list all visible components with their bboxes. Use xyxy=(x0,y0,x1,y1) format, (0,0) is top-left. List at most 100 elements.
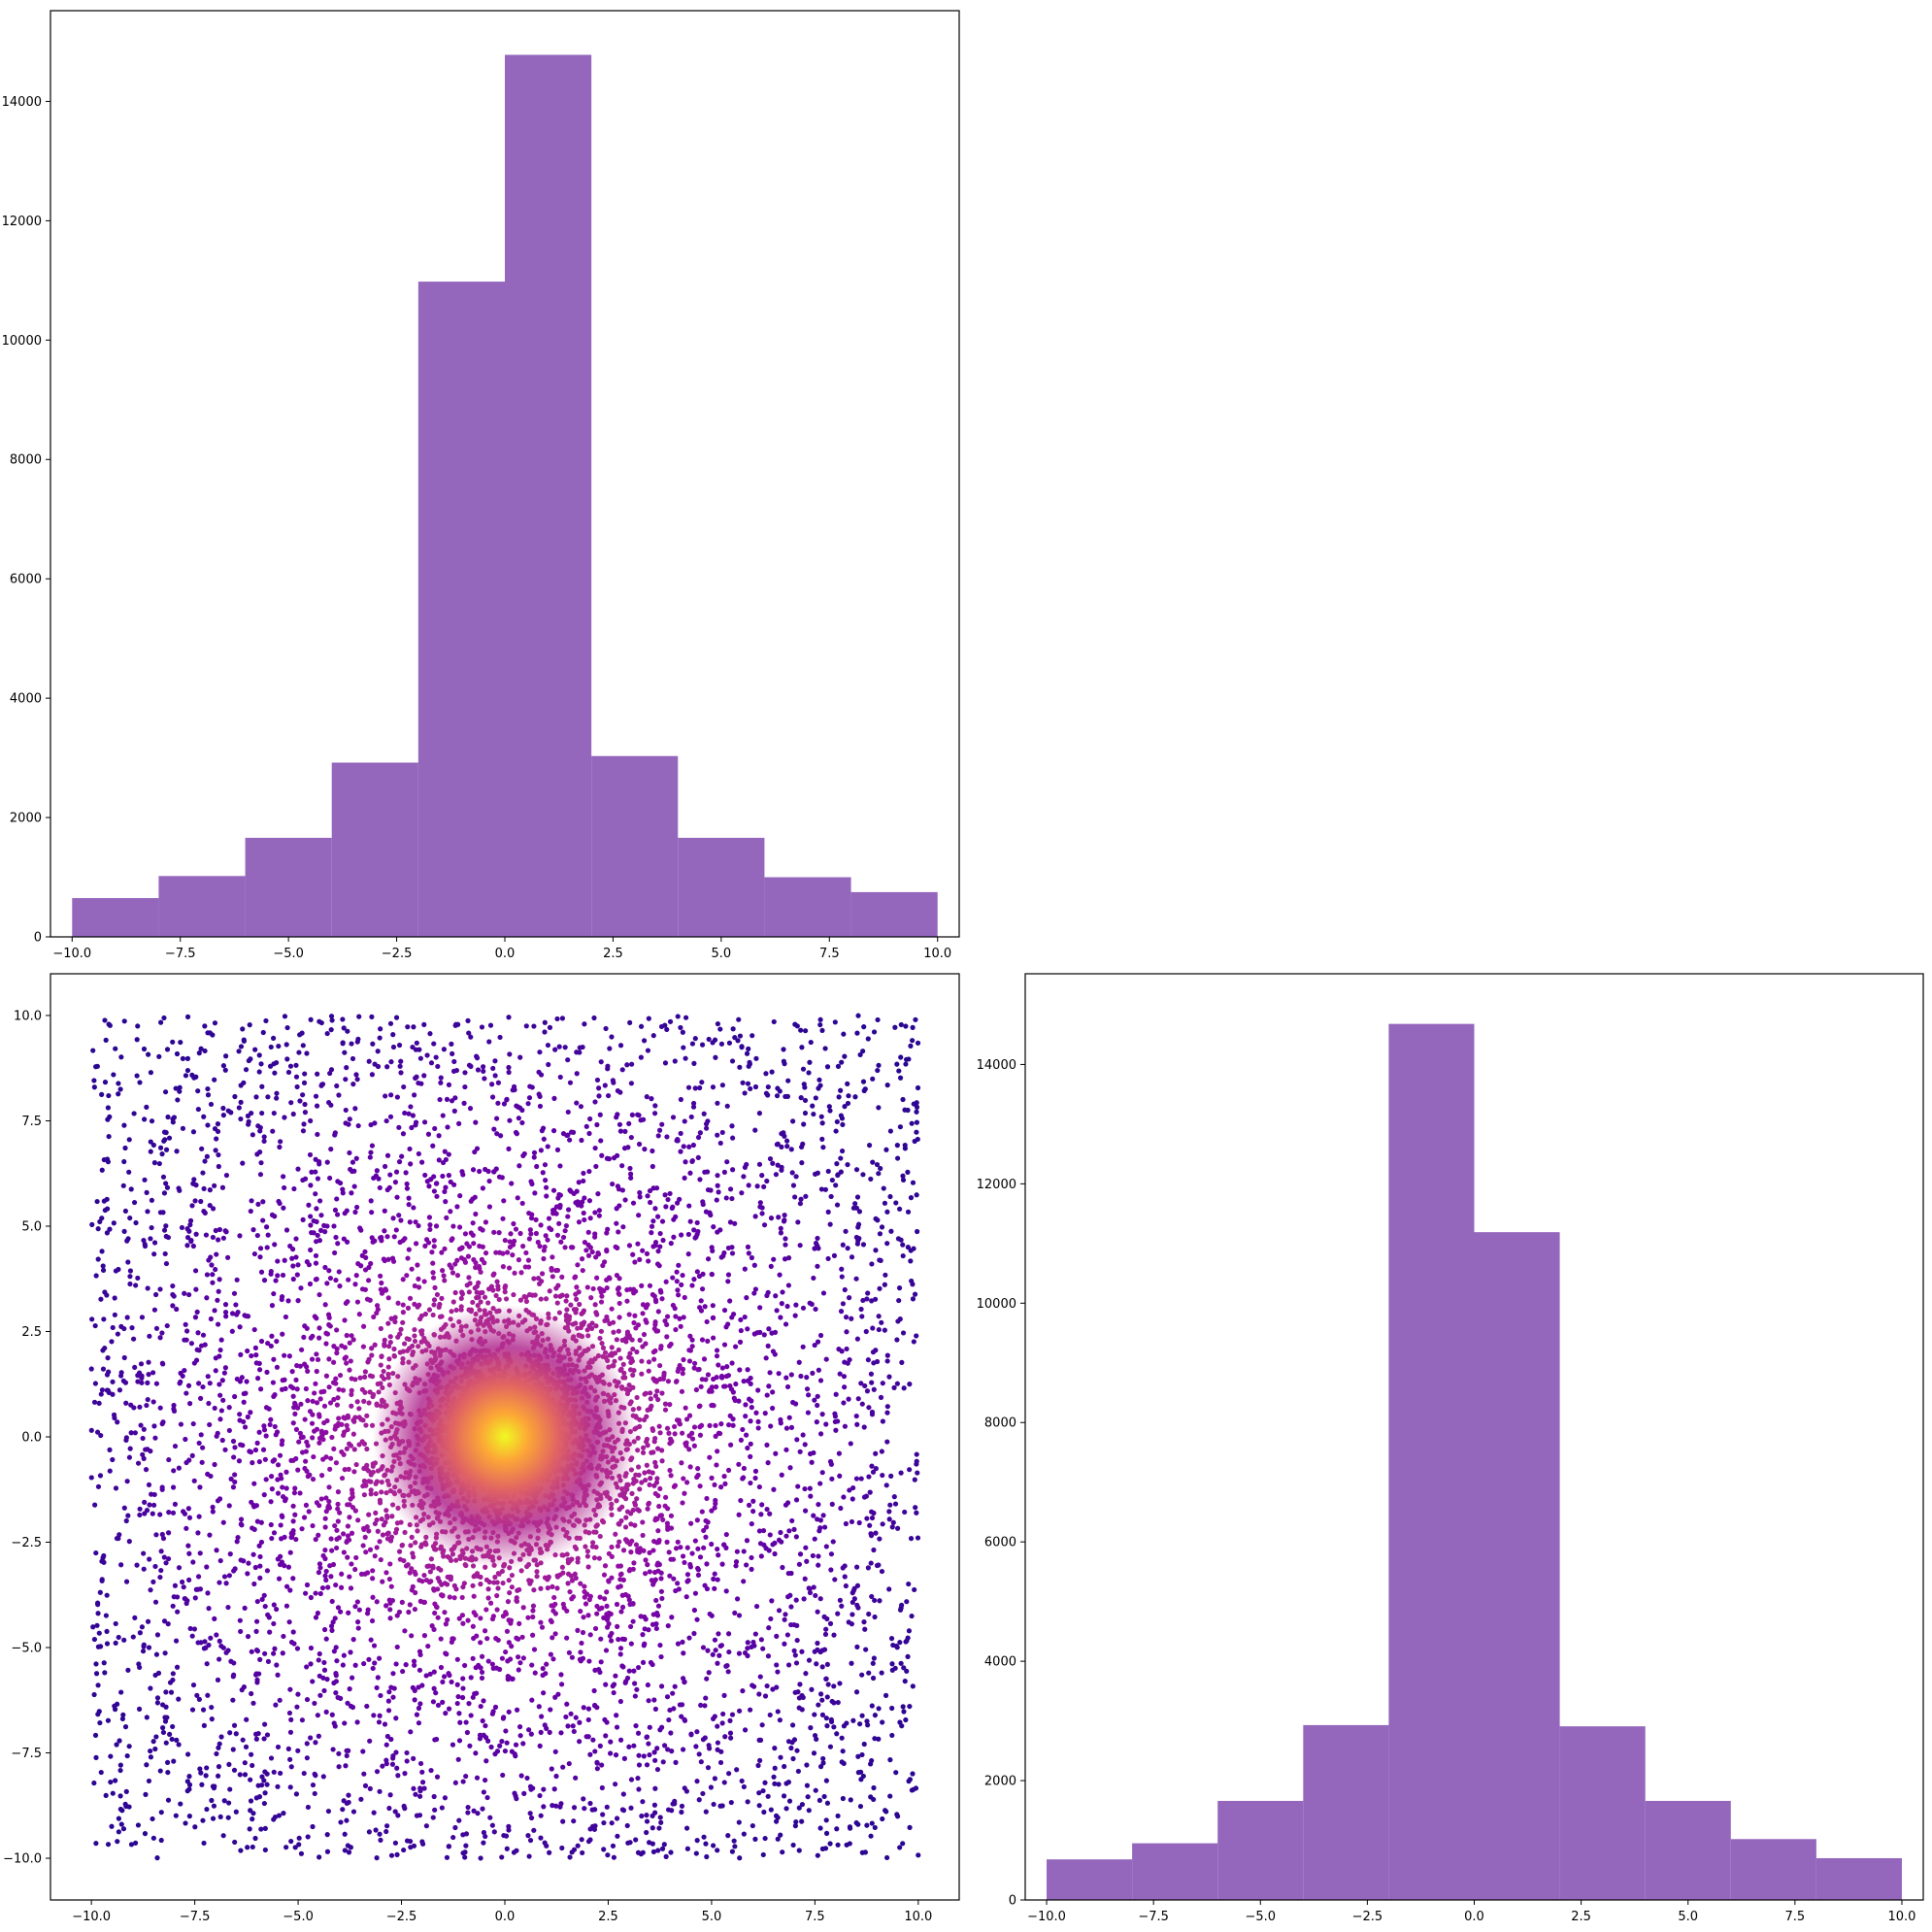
scatter-point xyxy=(724,1103,730,1109)
scatter-point xyxy=(260,1029,266,1036)
scatter-point xyxy=(232,1093,238,1100)
scatter-point xyxy=(818,1186,824,1192)
scatter-point xyxy=(725,1669,731,1675)
scatter-point xyxy=(316,1657,321,1663)
scatter-point xyxy=(725,1272,732,1278)
scatter-point xyxy=(176,1696,182,1702)
scatter-point xyxy=(165,1769,171,1776)
scatter-point xyxy=(672,1423,678,1430)
scatter-point xyxy=(872,1824,878,1831)
scatter-point xyxy=(237,1233,243,1239)
scatter-point xyxy=(272,1646,278,1651)
scatter-point xyxy=(336,1750,342,1756)
scatter-point xyxy=(804,1558,810,1564)
scatter-point xyxy=(428,1556,434,1562)
scatter-point xyxy=(352,1566,358,1573)
scatter-point xyxy=(323,1709,329,1715)
scatter-point xyxy=(659,1296,665,1302)
scatter-point xyxy=(354,1077,360,1083)
scatter-point xyxy=(464,1241,470,1247)
scatter-point xyxy=(543,1178,549,1183)
scatter-point xyxy=(300,1128,307,1134)
scatter-point xyxy=(253,1795,259,1801)
scatter-point xyxy=(839,1116,846,1121)
scatter-point xyxy=(907,1382,913,1387)
scatter-point xyxy=(760,1646,766,1651)
scatter-point xyxy=(649,1230,654,1236)
scatter-point xyxy=(316,1733,321,1739)
scatter-point xyxy=(767,1712,773,1718)
scatter-point xyxy=(190,1129,197,1135)
scatter-point xyxy=(914,1461,919,1467)
scatter-point xyxy=(161,1129,168,1135)
scatter-point xyxy=(121,1505,127,1511)
scatter-point xyxy=(872,1296,879,1302)
scatter-point xyxy=(912,1291,918,1297)
scatter-point xyxy=(834,1118,840,1125)
scatter-point xyxy=(859,1314,865,1319)
scatter-point xyxy=(217,1277,222,1282)
scatter-point xyxy=(116,1081,121,1086)
scatter-point xyxy=(776,1215,782,1220)
scatter-point xyxy=(636,1752,642,1758)
scatter-point xyxy=(296,1049,302,1055)
scatter-point xyxy=(417,1793,423,1799)
scatter-point xyxy=(889,1524,895,1530)
scatter-point xyxy=(701,1111,707,1116)
scatter-point xyxy=(158,1019,164,1025)
scatter-point xyxy=(877,1536,883,1542)
scatter-point xyxy=(569,1654,575,1660)
scatter-point xyxy=(333,1645,339,1650)
scatter-point xyxy=(257,1172,264,1178)
scatter-point xyxy=(581,1796,586,1802)
scatter-point xyxy=(624,1675,631,1682)
scatter-point xyxy=(341,1451,347,1457)
scatter-point xyxy=(853,1476,860,1482)
scatter-point xyxy=(347,1367,352,1373)
scatter-point xyxy=(543,1184,550,1190)
scatter-point xyxy=(222,1302,229,1308)
scatter-point xyxy=(123,1579,130,1584)
scatter-point xyxy=(107,1468,113,1474)
scatter-point xyxy=(610,1181,616,1187)
scatter-point xyxy=(870,1469,877,1475)
scatter-point xyxy=(305,1804,312,1811)
scatter-point xyxy=(283,1469,289,1475)
scatter-point xyxy=(152,1672,158,1679)
scatter-point xyxy=(417,1055,423,1061)
scatter-point xyxy=(299,1030,305,1036)
scatter-point xyxy=(641,1643,647,1649)
scatter-point xyxy=(614,1724,620,1730)
scatter-point xyxy=(519,1119,525,1126)
scatter-point xyxy=(875,1067,881,1074)
scatter-point xyxy=(388,1092,394,1098)
scatter-point xyxy=(616,1637,621,1643)
scatter-point xyxy=(540,1672,546,1679)
scatter-point xyxy=(255,1201,261,1207)
scatter-point xyxy=(193,1286,199,1292)
scatter-point xyxy=(276,1576,283,1582)
scatter-point xyxy=(444,1096,450,1103)
scatter-point xyxy=(456,1616,462,1621)
scatter-point xyxy=(877,1285,883,1291)
scatter-point xyxy=(723,1531,729,1538)
scatter-point xyxy=(451,1058,457,1065)
scatter-point xyxy=(703,1534,709,1540)
scatter-point xyxy=(864,1296,870,1302)
scatter-point xyxy=(121,1637,127,1643)
scatter-point xyxy=(215,1498,221,1504)
scatter-point xyxy=(416,1150,421,1157)
scatter-point xyxy=(889,1705,895,1712)
scatter-point xyxy=(567,1588,573,1595)
scatter-point xyxy=(185,1751,191,1757)
scatter-point xyxy=(548,1707,553,1713)
scatter-point xyxy=(520,1655,526,1661)
scatter-point xyxy=(680,1430,685,1436)
scatter-point xyxy=(212,1616,217,1621)
scatter-point xyxy=(220,1063,226,1069)
scatter-point xyxy=(287,1729,294,1735)
scatter-point xyxy=(257,1149,263,1155)
scatter-point xyxy=(835,1172,841,1179)
scatter-point xyxy=(170,1677,176,1683)
scatter-point xyxy=(711,1801,716,1808)
